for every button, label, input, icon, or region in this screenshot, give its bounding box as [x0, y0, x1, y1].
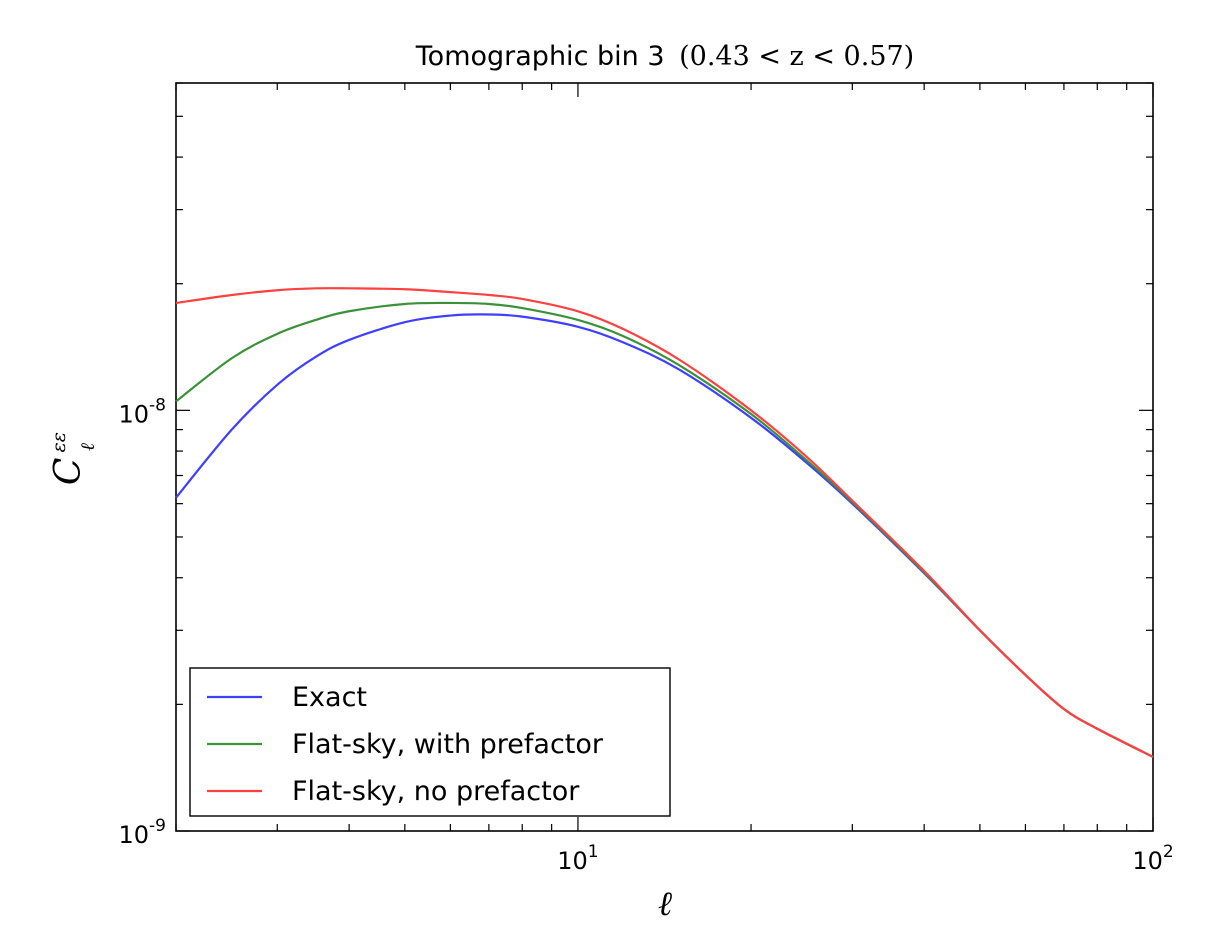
legend-label: Flat-sky, with prefactor [292, 729, 604, 760]
svg-text:C εε ℓ: C εε ℓ [48, 427, 99, 485]
legend-item: Exact [207, 682, 367, 713]
legend: Exact Flat-sky, with prefactor Flat-sky, n… [189, 667, 671, 817]
x-axis-label: ℓ [658, 884, 672, 924]
x-tick-label: 102 [1132, 842, 1173, 875]
tick-labels: 101 102 10-8 10-9 [119, 395, 1174, 875]
legend-label: Flat-sky, no prefactor [292, 776, 580, 807]
legend-item: Flat-sky, no prefactor [207, 776, 580, 807]
y-axis-label-sup: εε [48, 432, 70, 452]
x-tick-label: 101 [557, 842, 598, 875]
y-axis-label: C εε ℓ [48, 427, 99, 485]
chart-title-math: (0.43 < z < 0.57) [679, 41, 914, 72]
legend-item: Flat-sky, with prefactor [207, 729, 604, 760]
legend-label: Exact [292, 682, 367, 713]
y-tick-label: 10-8 [119, 395, 167, 428]
axis-ticks [175, 82, 1154, 832]
series-group [175, 287, 1154, 758]
y-axis-label-base: C [48, 458, 89, 486]
y-tick-label: 10-9 [119, 816, 167, 849]
legend-box [189, 667, 671, 817]
y-axis-label-sub: ℓ [77, 443, 99, 451]
chart-title-text: Tomographic bin 3 [415, 41, 665, 72]
chart-title: Tomographic bin 3 (0.43 < z < 0.57) [415, 41, 914, 72]
series-line-3 [175, 287, 1154, 758]
